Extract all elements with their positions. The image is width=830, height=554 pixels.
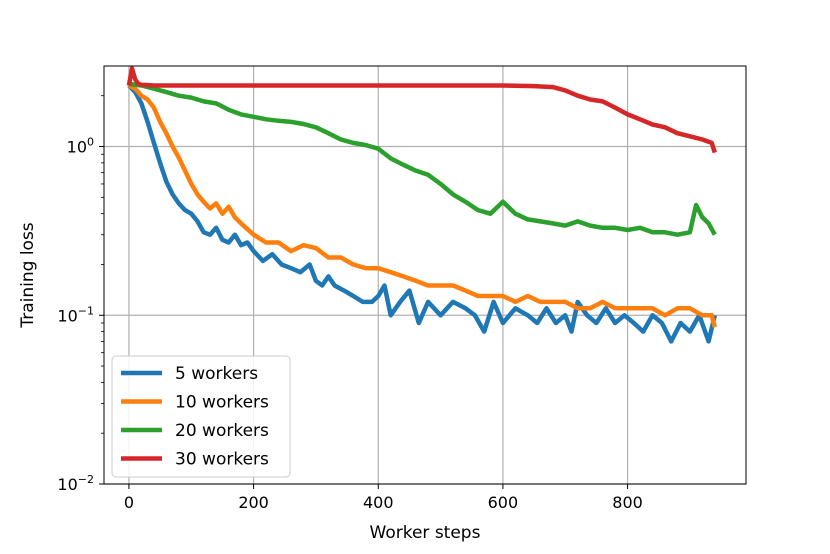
y-axis: 10−2 10−1 100	[57, 95, 104, 494]
series-layer	[126, 66, 717, 344]
series-line-5-workers	[127, 83, 717, 344]
x-tick-label: 200	[238, 493, 269, 512]
legend-box	[111, 355, 291, 478]
series-line-30-workers	[126, 66, 717, 154]
series-line-10-workers	[127, 83, 717, 328]
legend-label: 20 workers	[175, 421, 269, 441]
x-tick-label: 600	[488, 493, 519, 512]
y-tick-label: 10−1	[57, 304, 94, 325]
x-tick-label: 800	[612, 493, 643, 512]
legend-label: 10 workers	[175, 393, 269, 413]
y-axis-label: Training loss	[18, 222, 38, 328]
x-tick-label: 400	[363, 493, 394, 512]
x-axis-label: Worker steps	[370, 523, 481, 543]
series-line-20-workers	[128, 81, 717, 237]
legend-label: 30 workers	[175, 450, 269, 470]
y-tick-label: 100	[67, 136, 94, 157]
x-tick-label: 0	[124, 493, 134, 512]
legend: 5 workers 10 workers 20 workers 30 workers	[111, 355, 291, 478]
y-tick-label: 10−2	[57, 473, 94, 494]
plot-area-frame	[103, 65, 747, 485]
x-axis: 0 200 400 600 800	[124, 484, 643, 512]
legend-label: 5 workers	[175, 364, 258, 384]
